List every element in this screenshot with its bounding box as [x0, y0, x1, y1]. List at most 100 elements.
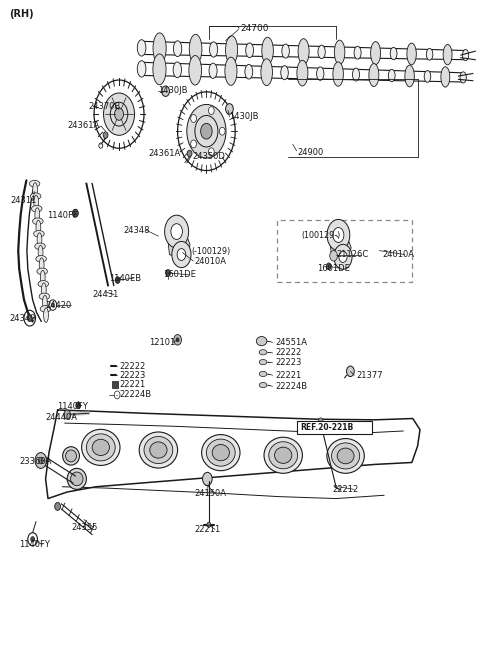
Circle shape	[208, 148, 214, 155]
Ellipse shape	[44, 308, 48, 322]
Circle shape	[27, 315, 32, 321]
Ellipse shape	[261, 59, 273, 86]
Circle shape	[326, 263, 331, 270]
Ellipse shape	[259, 382, 267, 388]
Text: 24431: 24431	[93, 290, 119, 299]
Ellipse shape	[37, 268, 48, 275]
Text: 24010A: 24010A	[194, 256, 227, 266]
Text: 22212: 22212	[332, 485, 359, 494]
Text: 21377: 21377	[356, 371, 383, 380]
Ellipse shape	[259, 338, 267, 344]
Ellipse shape	[426, 49, 433, 60]
Circle shape	[339, 251, 347, 262]
Ellipse shape	[259, 350, 267, 355]
Text: 24350D: 24350D	[192, 152, 225, 161]
Text: (RH): (RH)	[9, 9, 33, 20]
Text: 1140FF: 1140FF	[47, 211, 78, 220]
Text: 24010A: 24010A	[383, 250, 415, 259]
Circle shape	[35, 453, 47, 468]
Ellipse shape	[209, 63, 217, 79]
Ellipse shape	[189, 34, 202, 64]
Text: 24348: 24348	[124, 226, 150, 235]
Text: 24349: 24349	[10, 314, 36, 323]
Ellipse shape	[369, 64, 379, 87]
Ellipse shape	[33, 218, 43, 224]
Text: 22224B: 22224B	[119, 390, 151, 400]
Ellipse shape	[34, 230, 44, 237]
Ellipse shape	[36, 256, 47, 262]
Ellipse shape	[317, 67, 324, 80]
Ellipse shape	[256, 337, 267, 346]
Ellipse shape	[71, 472, 83, 485]
Text: 24311: 24311	[11, 196, 37, 205]
Ellipse shape	[264, 438, 302, 474]
Circle shape	[327, 219, 350, 251]
Ellipse shape	[36, 220, 41, 235]
Ellipse shape	[462, 49, 468, 60]
Text: 24900: 24900	[298, 148, 324, 157]
Ellipse shape	[318, 45, 325, 58]
Circle shape	[187, 150, 192, 157]
Circle shape	[187, 104, 226, 158]
Ellipse shape	[210, 42, 217, 57]
Circle shape	[72, 209, 78, 217]
Text: 1430JB: 1430JB	[158, 86, 188, 95]
Circle shape	[177, 249, 186, 260]
Text: 1430JB: 1430JB	[229, 112, 259, 121]
Ellipse shape	[35, 208, 40, 222]
Ellipse shape	[32, 205, 42, 212]
Circle shape	[38, 457, 43, 464]
Text: 24361A: 24361A	[149, 149, 181, 158]
Ellipse shape	[137, 39, 146, 56]
Circle shape	[171, 224, 182, 239]
Ellipse shape	[33, 183, 37, 197]
Ellipse shape	[189, 56, 202, 85]
Ellipse shape	[173, 41, 182, 56]
Ellipse shape	[460, 72, 466, 83]
Ellipse shape	[327, 438, 364, 474]
Ellipse shape	[150, 442, 167, 458]
Text: 24420: 24420	[46, 300, 72, 310]
Ellipse shape	[226, 36, 238, 64]
Ellipse shape	[424, 71, 431, 82]
Ellipse shape	[206, 439, 235, 466]
Text: (100129-): (100129-)	[301, 231, 341, 240]
Ellipse shape	[269, 441, 298, 469]
Ellipse shape	[62, 447, 79, 465]
Ellipse shape	[337, 448, 354, 464]
Text: 22221: 22221	[275, 371, 301, 380]
Text: 22222: 22222	[119, 361, 145, 371]
Circle shape	[333, 228, 344, 243]
Ellipse shape	[92, 440, 109, 455]
Text: 22211: 22211	[194, 525, 221, 534]
Ellipse shape	[407, 43, 416, 65]
Text: 22221: 22221	[119, 380, 145, 389]
Ellipse shape	[35, 243, 45, 249]
Ellipse shape	[39, 258, 44, 272]
Circle shape	[334, 244, 352, 269]
Ellipse shape	[173, 62, 181, 77]
Ellipse shape	[144, 436, 173, 464]
Ellipse shape	[153, 54, 166, 85]
Text: REF.20-221B: REF.20-221B	[300, 423, 353, 432]
Text: 21126C: 21126C	[336, 250, 368, 259]
Text: 1601DE: 1601DE	[163, 270, 196, 279]
Ellipse shape	[443, 45, 452, 65]
Bar	[277, 220, 412, 282]
Circle shape	[115, 108, 123, 120]
Ellipse shape	[259, 359, 267, 365]
Ellipse shape	[259, 371, 267, 377]
Ellipse shape	[354, 46, 361, 59]
Text: 24355: 24355	[71, 523, 97, 532]
Circle shape	[219, 127, 225, 135]
Text: 22223: 22223	[119, 371, 145, 380]
Ellipse shape	[43, 295, 48, 310]
Bar	[112, 381, 118, 388]
Text: 23360A: 23360A	[19, 457, 51, 466]
Ellipse shape	[281, 66, 288, 79]
Ellipse shape	[245, 64, 252, 79]
Circle shape	[172, 241, 191, 268]
Ellipse shape	[275, 447, 292, 463]
Text: 24551A: 24551A	[275, 338, 307, 347]
Ellipse shape	[41, 283, 46, 297]
